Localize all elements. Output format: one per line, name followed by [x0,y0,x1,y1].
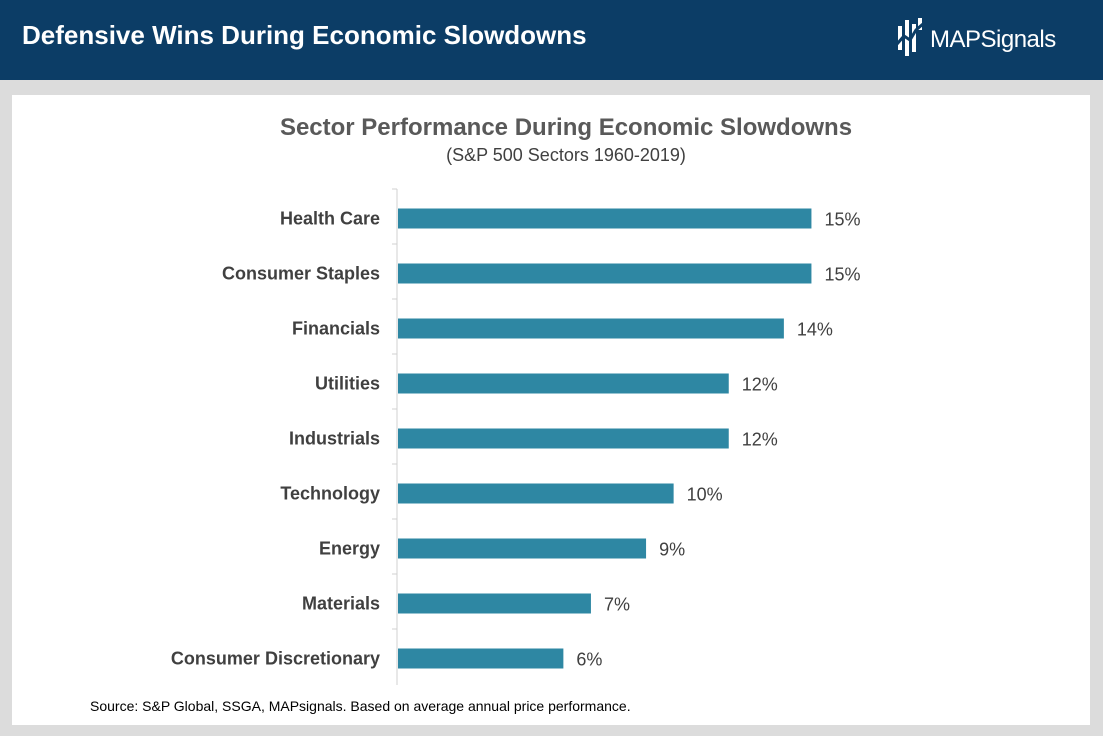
data-label: 14% [797,320,833,340]
category-label: Materials [302,594,380,614]
category-label: Financials [292,319,380,339]
bars-group: Health Care 15% Consumer Staples 15% Financi… [171,188,860,670]
category-label: Health Care [280,209,380,229]
bar [398,648,564,669]
bar [398,593,591,614]
data-label: 12% [742,430,778,450]
data-label: 10% [687,485,723,505]
bar [398,428,729,449]
bar [398,318,784,339]
logo-icon [895,17,924,63]
chart-panel: Sector Performance During Economic Slowd… [12,95,1090,725]
chart-title: Sector Performance During Economic Slowd… [280,114,852,141]
category-label: Utilities [315,374,380,394]
logo-text: MAPSignals [930,26,1056,53]
bar [398,208,812,229]
data-label: 15% [824,210,860,230]
bar [398,263,812,284]
data-label: 9% [659,540,685,560]
data-label: 12% [742,375,778,395]
bar [398,538,647,559]
bar [398,483,674,504]
page-title: Defensive Wins During Economic Slowdowns [22,20,587,50]
category-label: Consumer Staples [222,264,380,284]
bar [398,373,729,394]
source-note: Source: S&P Global, SSGA, MAPsignals. Ba… [90,698,631,714]
header-bar: Defensive Wins During Economic Slowdowns… [0,0,1103,80]
category-label: Industrials [289,429,380,449]
chart-subtitle: (S&P 500 Sectors 1960-2019) [446,145,686,165]
data-label: 7% [604,595,630,615]
data-label: 6% [576,650,602,670]
category-label: Consumer Discretionary [171,649,380,669]
brand-logo: MAPSignals [895,17,1056,63]
data-label: 15% [824,265,860,285]
category-label: Technology [280,484,380,504]
category-label: Energy [319,539,380,559]
bar-chart: Sector Performance During Economic Slowd… [90,114,860,714]
